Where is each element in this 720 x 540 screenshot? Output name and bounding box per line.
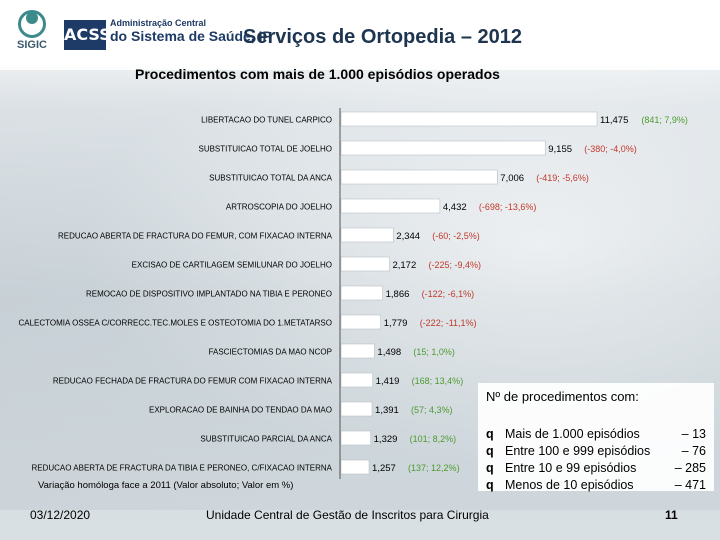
footer-date: 03/12/2020	[30, 508, 91, 522]
acss-logo-line2: do Sistema de Saúde, IP	[110, 28, 272, 44]
variation-label: (-222; -11,1%)	[420, 318, 477, 328]
sigic-logo: SIGIC	[8, 10, 56, 56]
legend-count: – 13	[681, 427, 706, 441]
sigic-logo-text: SIGIC	[17, 39, 47, 51]
legend-count: – 471	[674, 478, 706, 492]
category-label: LIBERTACAO DO TUNEL CARPICO	[201, 116, 332, 125]
variation-note: Variação homóloga face a 2011 (Valor abs…	[38, 480, 294, 491]
legend-row: q Menos de 10 episódios – 471	[486, 477, 706, 494]
category-label: SUBSTITUICAO PARCIAL DA ANCA	[200, 435, 332, 444]
value-label: 9,155	[548, 144, 572, 155]
category-label: ARTROSCOPIA DO JOELHO	[226, 203, 332, 212]
value-label: 2,344	[396, 231, 420, 242]
bar	[340, 343, 375, 359]
category-label: SUBSTITUICAO TOTAL DE JOELHO	[198, 145, 332, 154]
acss-logo-box: ACSS	[64, 20, 111, 50]
bar-chart: LIBERTACAO DO TUNEL CARPICO 11,475 (841; 7…	[18, 108, 688, 479]
value-label: 1,866	[386, 289, 410, 300]
bar	[340, 314, 381, 330]
legend-row: q Mais de 1.000 episódios – 13	[486, 426, 706, 443]
value-label: 1,779	[384, 318, 408, 329]
footer-organization: Unidade Central de Gestão de Inscritos p…	[206, 508, 489, 522]
checkbox-bullet-icon: q	[486, 427, 494, 441]
bar	[340, 198, 441, 214]
variation-label: (-419; -5,6%)	[536, 173, 589, 183]
category-label: REMOCAO DE DISPOSITIVO IMPLANTADO NA TIB…	[86, 290, 332, 299]
category-label: REDUCAO FECHADA DE FRACTURA DO FEMUR COM…	[53, 377, 333, 386]
value-label: 1,257	[372, 463, 396, 474]
category-label: REDUCAO ABERTA DE FRACTURA DA TIBIA E PE…	[31, 464, 332, 473]
variation-label: (-380; -4,0%)	[584, 144, 637, 154]
variation-label: (-698; -13,6%)	[479, 202, 537, 212]
legend-label: Mais de 1.000 episódios	[505, 427, 640, 441]
checkbox-bullet-icon: q	[486, 478, 494, 492]
category-label: REDUCAO ABERTA DE FRACTURA DO FEMUR, COM…	[58, 232, 333, 241]
category-label: EXPLORACAO DE BAINHA DO TENDAO DA MAO	[149, 406, 332, 415]
value-label: 2,172	[392, 260, 416, 271]
variation-label: (57; 4,3%)	[411, 405, 453, 415]
category-label: EXCISAO DE CARTILAGEM SEMILUNAR DO JOELH…	[132, 261, 332, 270]
value-label: 1,329	[374, 434, 398, 445]
variation-label: (-122; -6,1%)	[422, 289, 475, 299]
bar	[340, 256, 390, 272]
page-title: Serviços de Ortopedia – 2012	[243, 26, 523, 48]
legend-title: Nº de procedimentos com:	[486, 389, 639, 404]
bar	[340, 372, 373, 388]
value-label: 1,419	[376, 376, 400, 387]
value-label: 11,475	[600, 115, 628, 126]
value-label: 1,391	[375, 405, 399, 416]
chart-title: Procedimentos com mais de 1.000 episódio…	[135, 66, 500, 82]
sigic-dot-icon	[26, 12, 38, 24]
checkbox-bullet-icon: q	[486, 461, 494, 475]
acss-logo-line1: Administração Central	[110, 18, 207, 28]
acss-logo: ACSS Administração Central do Sistema de…	[64, 18, 272, 52]
checkbox-bullet-icon: q	[486, 444, 494, 458]
legend-count: – 285	[674, 461, 706, 475]
variation-label: (15; 1,0%)	[413, 347, 455, 357]
bar	[340, 169, 498, 185]
bar	[340, 111, 598, 127]
legend-label: Entre 10 e 99 episódios	[505, 461, 637, 475]
variation-label: (-60; -2,5%)	[432, 231, 480, 241]
bar	[340, 459, 370, 475]
value-label: 1,498	[377, 347, 401, 358]
legend-row: q Entre 10 e 99 episódios – 285	[486, 460, 706, 477]
variation-label: (101; 8,2%)	[410, 434, 457, 444]
bar	[340, 285, 383, 301]
variation-label: (137; 12,2%)	[408, 463, 460, 473]
category-label: SUBSTITUICAO TOTAL DA ANCA	[209, 174, 333, 183]
value-label: 7,006	[500, 173, 524, 184]
bar	[340, 401, 373, 417]
sigic-mark-icon	[18, 10, 46, 38]
legend-label: Menos de 10 episódios	[505, 478, 634, 492]
legend-box: Nº de procedimentos com: q Mais de 1.000…	[478, 383, 714, 494]
legend-row: q Entre 100 e 999 episódios – 76	[486, 443, 706, 460]
page-number: 11	[665, 508, 678, 522]
bar	[340, 430, 371, 446]
legend-count: – 76	[681, 444, 706, 458]
variation-label: (-225; -9,4%)	[428, 260, 481, 270]
variation-label: (841; 7,9%)	[641, 115, 688, 125]
variation-label: (168; 13,4%)	[412, 376, 464, 386]
category-label: FASCIECTOMIAS DA MAO NCOP	[209, 348, 332, 357]
value-label: 4,432	[443, 202, 467, 213]
category-label: CALECTOMIA OSSEA C/CORRECC.TEC.MOLES E O…	[18, 319, 332, 328]
bar	[340, 140, 546, 156]
bar	[340, 227, 394, 243]
legend-label: Entre 100 e 999 episódios	[505, 444, 651, 458]
